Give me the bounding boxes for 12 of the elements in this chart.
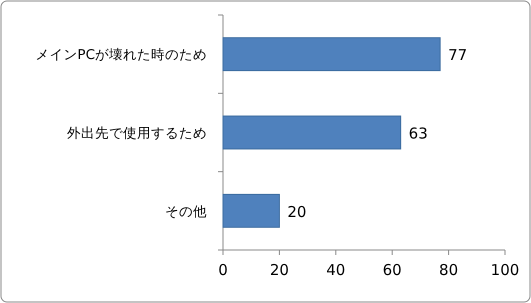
x-tick-label: 40	[326, 261, 346, 279]
y-tick-label: その他	[165, 204, 207, 220]
y-tick-label: メインPCが壊れた時のため	[35, 47, 207, 64]
x-tick-label: 80	[439, 261, 458, 279]
data-label: 77	[448, 46, 468, 64]
x-tick-label: 20	[270, 261, 289, 279]
x-tick-label: 100	[490, 261, 520, 279]
data-label: 63	[408, 124, 428, 142]
y-tick-label: 外出先で使用するため	[67, 126, 207, 142]
data-label: 20	[287, 202, 306, 221]
x-tick-label: 60	[382, 261, 402, 279]
x-tick-label: 0	[218, 261, 228, 279]
